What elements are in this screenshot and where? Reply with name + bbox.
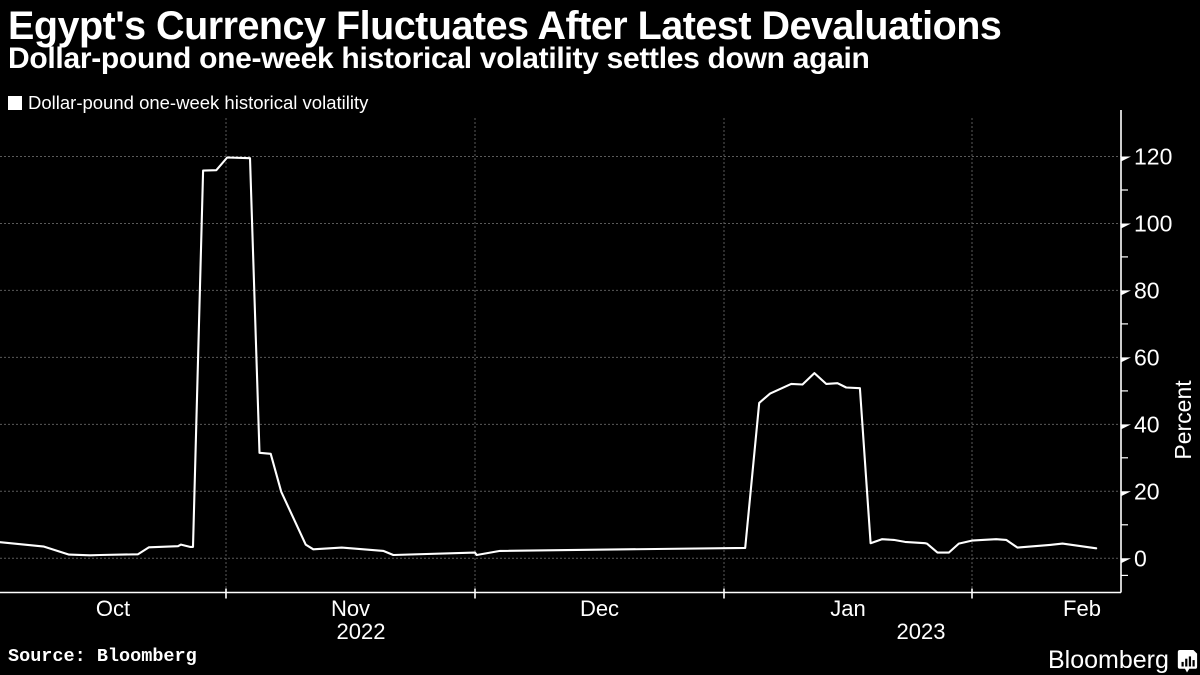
svg-text:Nov: Nov: [331, 596, 370, 621]
svg-text:20: 20: [1134, 478, 1160, 504]
svg-text:80: 80: [1134, 277, 1160, 303]
svg-text:Jan: Jan: [830, 596, 865, 621]
svg-text:40: 40: [1134, 411, 1160, 437]
svg-text:Dec: Dec: [580, 596, 619, 621]
svg-text:120: 120: [1134, 144, 1172, 170]
svg-text:60: 60: [1134, 344, 1160, 370]
svg-text:Oct: Oct: [96, 596, 130, 621]
svg-text:Percent: Percent: [1170, 380, 1196, 460]
svg-text:2023: 2023: [897, 619, 946, 644]
svg-text:100: 100: [1134, 211, 1172, 237]
svg-text:2022: 2022: [337, 619, 386, 644]
svg-text:Feb: Feb: [1063, 596, 1101, 621]
svg-text:0: 0: [1134, 545, 1147, 571]
